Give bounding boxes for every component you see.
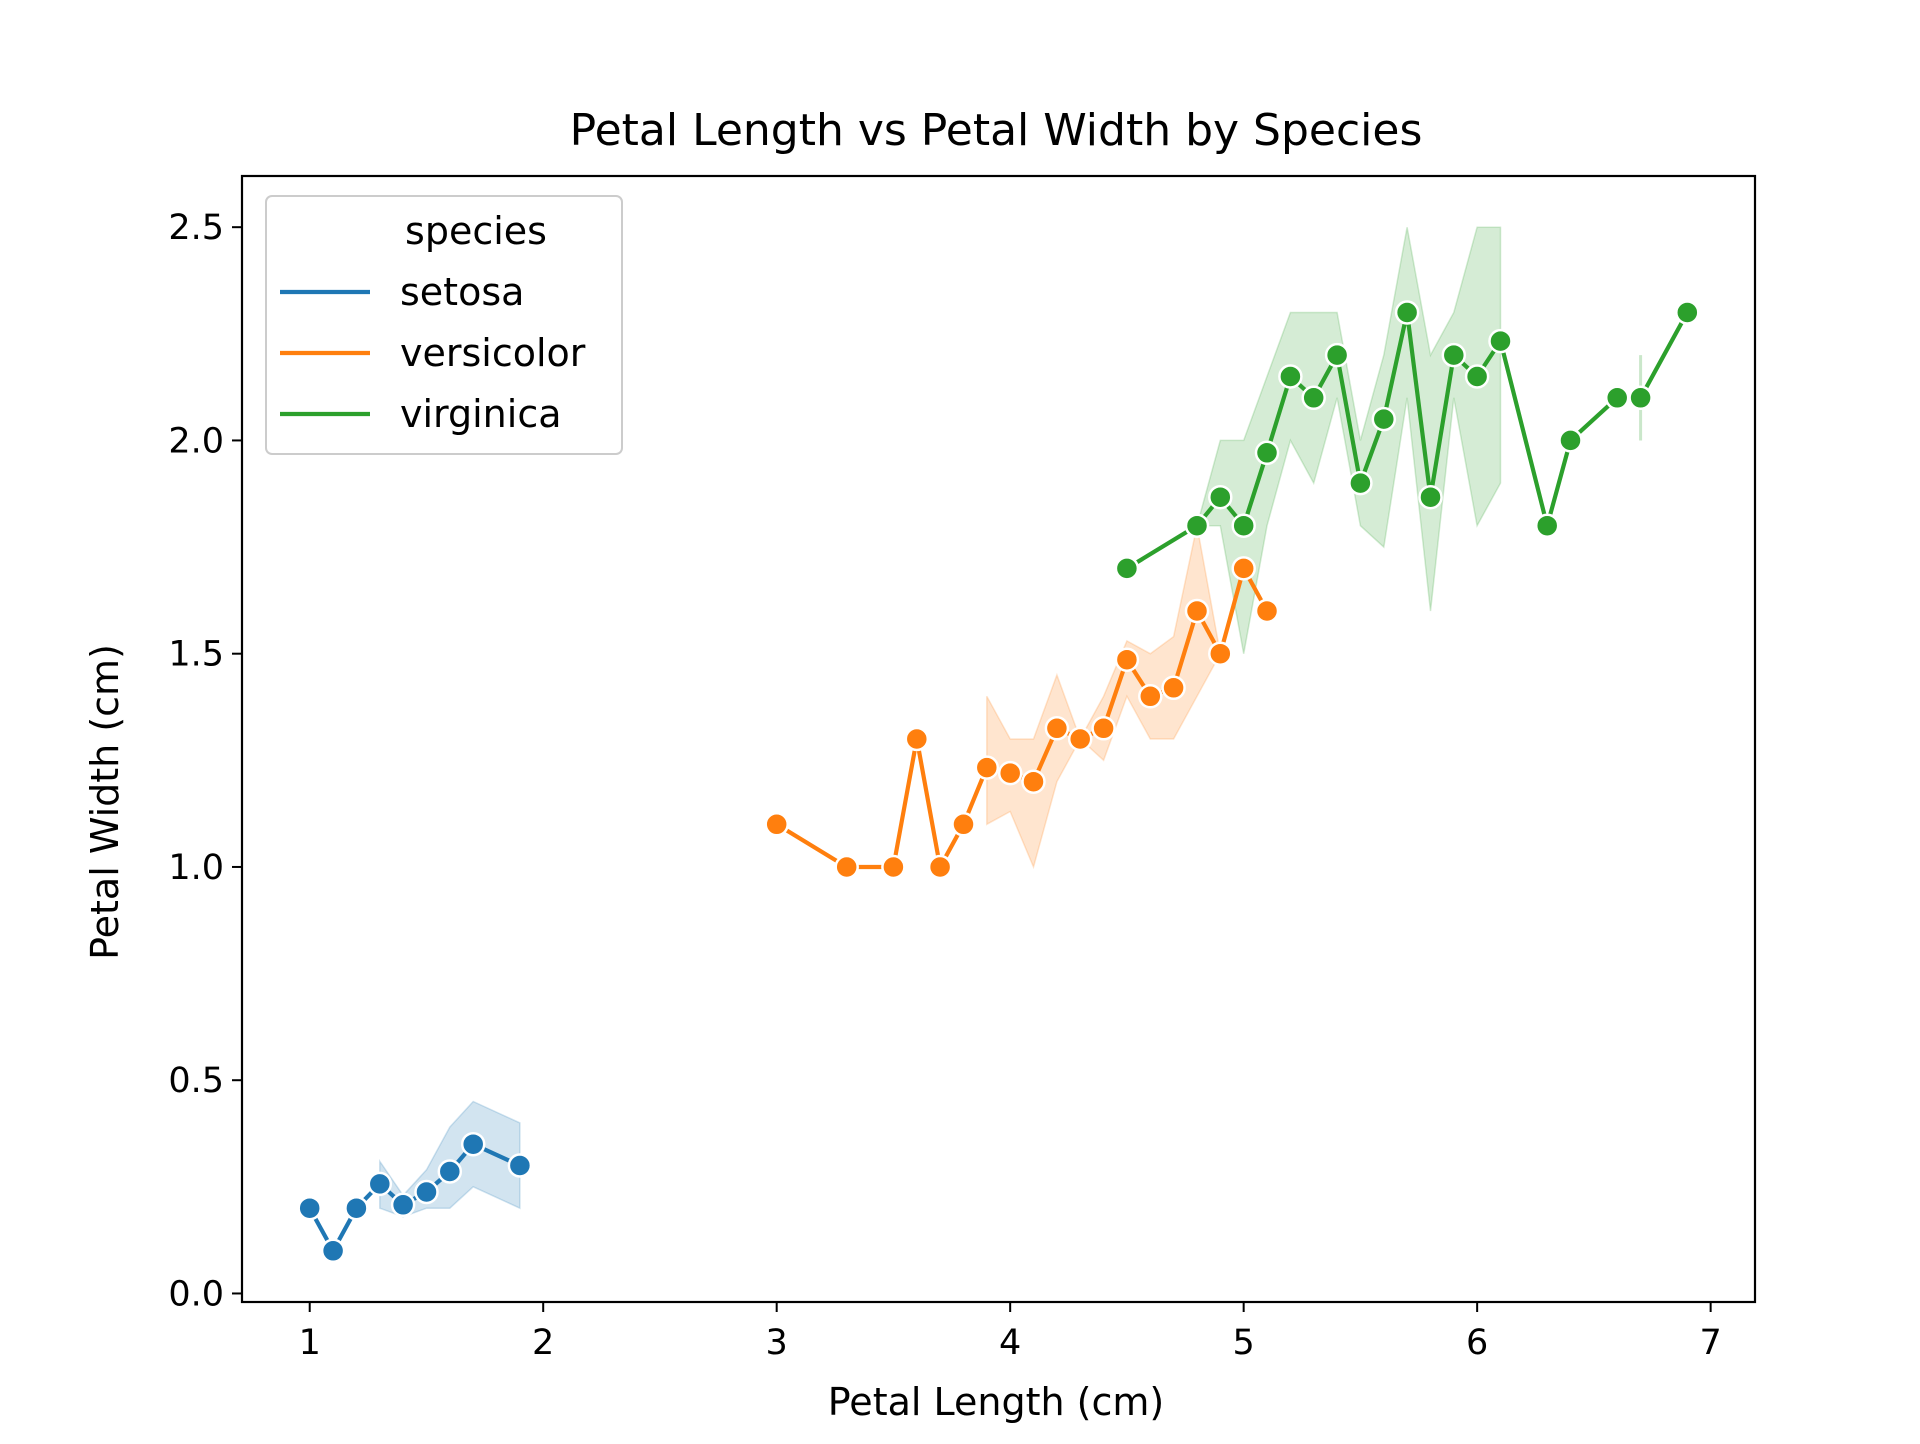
data-point-virginica-6 <box>1301 385 1326 411</box>
x-tick-label-1: 2 <box>532 1323 554 1363</box>
data-point-versicolor-2 <box>881 854 906 880</box>
legend-box <box>265 195 623 455</box>
data-point-setosa-6 <box>437 1159 463 1184</box>
x-axis-label: Petal Length (cm) <box>828 1380 1164 1424</box>
y-tick-label-2: 1.0 <box>168 848 224 888</box>
y-tick-label-4: 2.0 <box>168 421 224 461</box>
data-point-versicolor-8 <box>1021 769 1046 794</box>
data-point-setosa-8 <box>507 1153 533 1178</box>
y-tick-label-0: 0.0 <box>168 1274 224 1314</box>
data-point-virginica-3 <box>1231 513 1256 538</box>
x-tick-label-6: 7 <box>1699 1323 1721 1363</box>
legend-label-virginica: virginica <box>400 392 562 436</box>
x-tick-label-2: 3 <box>766 1323 788 1363</box>
data-point-versicolor-17 <box>1231 556 1256 581</box>
ci-band-virginica <box>1196 226 1502 654</box>
legend-title: species <box>405 209 547 253</box>
data-point-setosa-3 <box>367 1171 393 1197</box>
y-axis-label: Petal Width (cm) <box>83 644 127 960</box>
data-point-virginica-15 <box>1534 513 1560 538</box>
legend: species setosa versicolor virginica <box>265 195 623 455</box>
axes: 1 2 3 4 5 6 7 0.0 0.5 1.0 1.5 2.0 2.5 <box>168 174 1757 1363</box>
data-point-virginica-13 <box>1464 364 1490 389</box>
data-point-setosa-2 <box>344 1195 369 1221</box>
data-point-versicolor-9 <box>1044 716 1070 741</box>
data-point-virginica-9 <box>1371 406 1397 432</box>
data-point-versicolor-11 <box>1091 716 1116 741</box>
data-point-versicolor-6 <box>974 755 1000 780</box>
data-point-versicolor-1 <box>834 854 859 880</box>
data-point-versicolor-10 <box>1067 726 1093 752</box>
x-tick-label-5: 6 <box>1466 1323 1488 1363</box>
data-point-versicolor-15 <box>1184 598 1210 624</box>
data-point-setosa-4 <box>390 1192 416 1218</box>
data-point-setosa-7 <box>460 1131 486 1157</box>
x-tick-label-0: 1 <box>299 1323 321 1363</box>
plot-area <box>297 226 1700 1264</box>
y-tick-label-3: 1.5 <box>168 635 224 675</box>
data-point-versicolor-7 <box>997 760 1023 786</box>
data-point-virginica-7 <box>1324 342 1350 368</box>
data-point-versicolor-14 <box>1161 675 1186 701</box>
data-point-versicolor-12 <box>1114 647 1140 672</box>
legend-label-setosa: setosa <box>400 270 524 314</box>
legend-label-versicolor: versicolor <box>400 331 586 375</box>
data-point-virginica-0 <box>1114 556 1140 581</box>
data-point-virginica-10 <box>1394 300 1420 325</box>
data-point-setosa-5 <box>414 1179 439 1205</box>
series-line-virginica <box>1125 310 1690 571</box>
data-point-virginica-2 <box>1208 484 1233 510</box>
data-point-versicolor-3 <box>904 726 930 752</box>
data-point-versicolor-18 <box>1254 598 1280 624</box>
data-point-virginica-5 <box>1278 364 1303 389</box>
data-point-versicolor-5 <box>951 812 976 837</box>
data-point-virginica-16 <box>1558 428 1583 453</box>
chart-title: Petal Length vs Petal Width by Species <box>570 105 1423 156</box>
data-point-versicolor-4 <box>927 854 953 880</box>
axes-frame <box>240 174 1757 1304</box>
data-point-virginica-19 <box>1675 300 1700 325</box>
data-point-virginica-8 <box>1348 470 1373 496</box>
data-point-virginica-17 <box>1604 385 1630 411</box>
data-point-virginica-4 <box>1254 440 1280 466</box>
data-point-versicolor-0 <box>764 812 789 837</box>
x-tick-label-4: 5 <box>1233 1323 1255 1363</box>
y-tick-label-5: 2.5 <box>168 208 224 248</box>
data-point-virginica-12 <box>1441 342 1467 368</box>
data-point-setosa-1 <box>320 1238 346 1264</box>
data-point-virginica-18 <box>1628 385 1653 411</box>
data-point-virginica-11 <box>1418 484 1443 510</box>
x-tick-label-3: 4 <box>999 1323 1021 1363</box>
data-point-virginica-14 <box>1488 328 1513 354</box>
y-tick-label-1: 0.5 <box>168 1061 224 1101</box>
data-point-versicolor-13 <box>1138 684 1163 709</box>
data-point-versicolor-16 <box>1208 641 1233 666</box>
data-point-virginica-1 <box>1184 513 1210 538</box>
data-point-setosa-0 <box>297 1195 322 1221</box>
